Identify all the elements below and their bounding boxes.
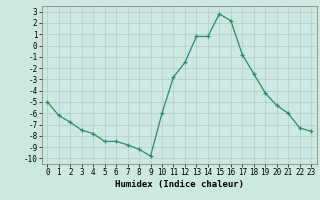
X-axis label: Humidex (Indice chaleur): Humidex (Indice chaleur) (115, 180, 244, 189)
